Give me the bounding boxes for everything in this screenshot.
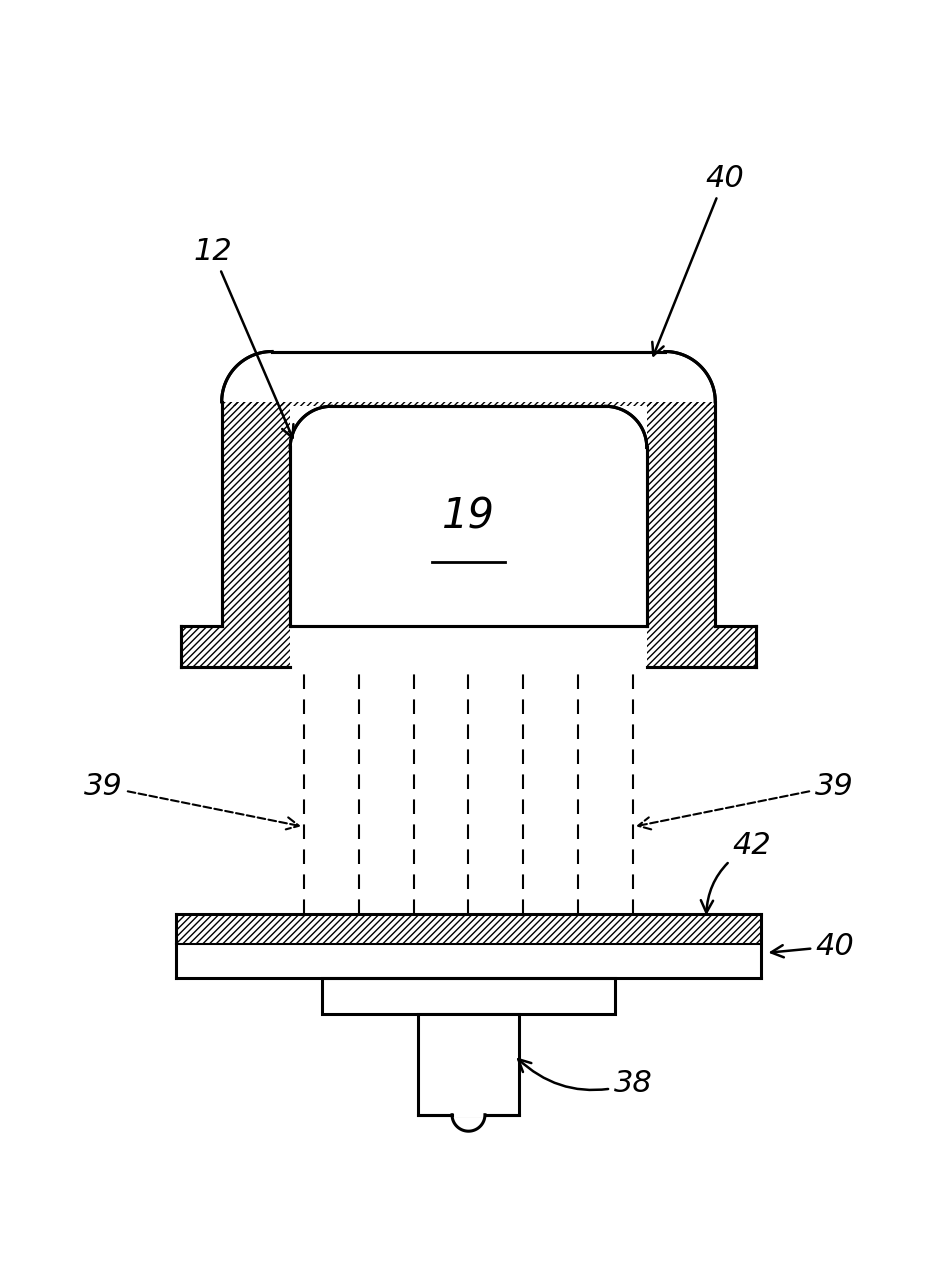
Bar (646, 626, 755, 667)
Bar (646, 401, 714, 626)
Bar (176, 913, 760, 944)
Bar (222, 401, 290, 626)
Bar (322, 978, 614, 1014)
Bar (292, 408, 644, 623)
Text: 40: 40 (651, 164, 743, 355)
Text: 38: 38 (518, 1059, 651, 1097)
Text: 39: 39 (637, 772, 853, 829)
Bar (11, 128, 925, 402)
Bar (181, 626, 290, 667)
Bar (714, 260, 925, 626)
Bar (176, 944, 760, 978)
Bar (11, 260, 222, 626)
Text: 39: 39 (83, 772, 299, 829)
Bar (417, 1014, 519, 1114)
Text: 42: 42 (700, 831, 770, 913)
Bar (222, 401, 714, 406)
Text: 19: 19 (442, 495, 494, 537)
Text: 40: 40 (770, 931, 854, 961)
Text: 12: 12 (193, 237, 293, 438)
